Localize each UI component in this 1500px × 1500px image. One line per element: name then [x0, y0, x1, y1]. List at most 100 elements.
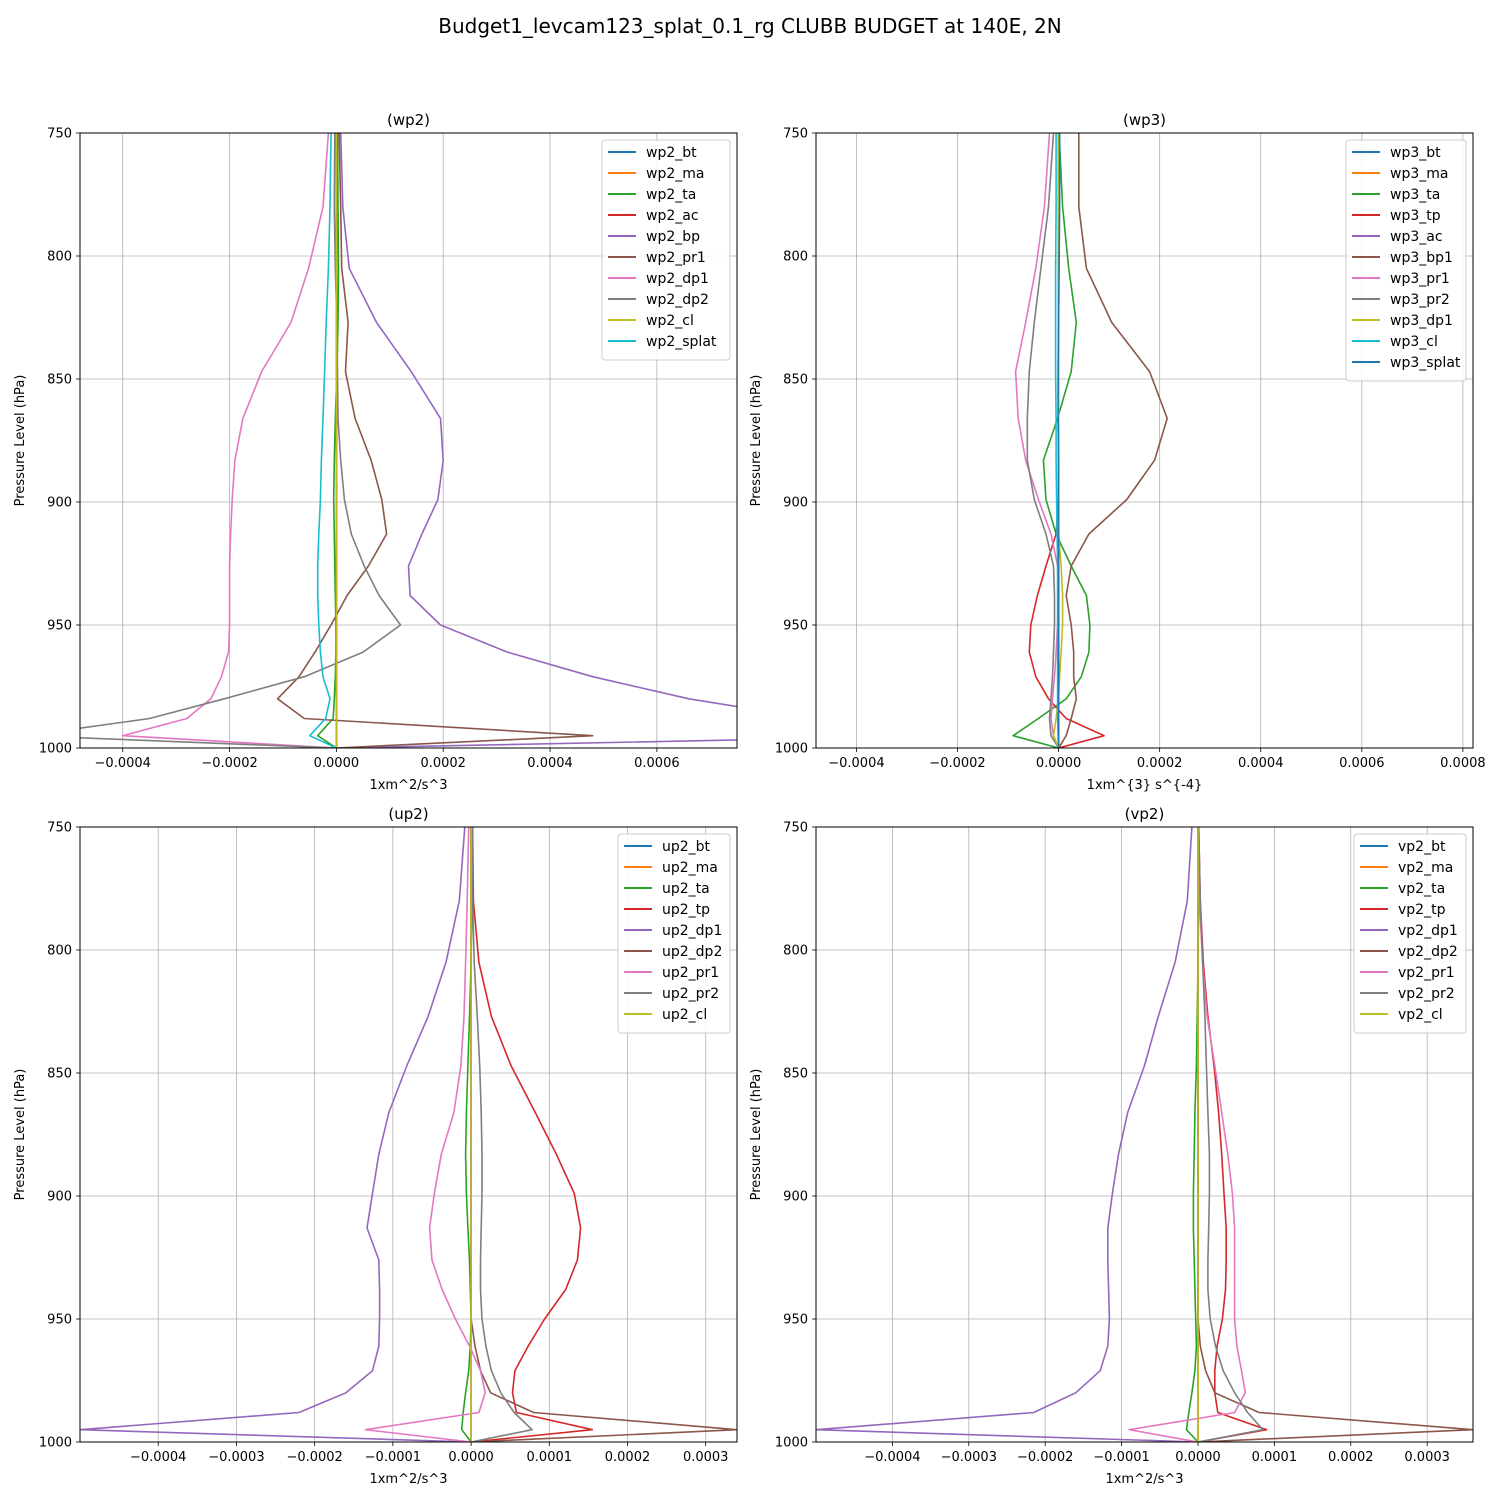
legend-entry: vp2_tp — [1398, 902, 1446, 918]
axes-frame — [815, 826, 1474, 1443]
y-tick-label: 900 — [783, 1190, 808, 1205]
y-tick-label: 750 — [47, 127, 72, 142]
legend-entry: wp3_cl — [1390, 334, 1438, 350]
legend-entry: wp3_pr1 — [1390, 271, 1450, 287]
legend-frame — [617, 833, 731, 1034]
legend-entry: vp2_dp1 — [1398, 923, 1458, 939]
y-tick-label: 900 — [47, 496, 72, 511]
x-tick-label: −0.0002 — [201, 756, 257, 771]
x-tick-label: 0.0002 — [1328, 1450, 1374, 1465]
legend-entry: wp3_bt — [1390, 145, 1441, 161]
y-tick-label: 850 — [47, 1067, 72, 1082]
legend-entry: wp2_pr1 — [646, 250, 706, 266]
legend-entry: wp3_ma — [1390, 166, 1448, 182]
series-line-vp2_pr2 — [1197, 827, 1264, 1442]
legend-entry: wp2_ac — [646, 208, 699, 224]
y-tick-label: 950 — [783, 619, 808, 634]
x-tick-label: 0.0008 — [1440, 756, 1486, 771]
subplot-wp3: −0.0004 −0.0002 0.0000 0.0002 0.0004 0.0006 0.… — [749, 111, 1486, 793]
subplot-wp2: −0.0004 −0.0002 0.0000 0.0002 0.0004 0.0006 75… — [13, 111, 738, 793]
y-tick-label: 800 — [47, 944, 72, 959]
x-tick-label: −0.0003 — [941, 1450, 997, 1465]
series-line-wp3_pr1 — [1014, 133, 1060, 748]
legend-entry: wp3_bp1 — [1390, 250, 1453, 266]
legend-entry: vp2_cl — [1398, 1007, 1443, 1023]
legend-entry: wp3_dp1 — [1390, 313, 1453, 329]
y-tick-label: 750 — [47, 821, 72, 836]
y-tick-label: 750 — [783, 127, 808, 142]
legend-entry: up2_ta — [662, 881, 710, 897]
series-line-up2_pr1 — [364, 827, 487, 1442]
legend-entry: wp2_ma — [646, 166, 704, 182]
x-tick-label: 0.0004 — [527, 756, 573, 771]
x-tick-label: −0.0001 — [1093, 1450, 1149, 1465]
subplot-title: (wp3) — [1123, 111, 1166, 129]
y-tick-label: 1000 — [775, 742, 808, 757]
series-line-up2_pr2 — [470, 827, 533, 1442]
series-line-wp3_ta — [1012, 133, 1091, 748]
axes-frame — [79, 826, 738, 1443]
series-group — [80, 133, 737, 748]
y-axis-label: Pressure Level (hPa) — [749, 1069, 764, 1201]
y-tick-label: 950 — [783, 1313, 808, 1328]
series-group — [1012, 133, 1168, 748]
legend-entry: up2_pr2 — [662, 986, 719, 1002]
x-axis-label: 1xm^{3} s^{-4} — [1087, 778, 1203, 793]
x-tick-label: 0.0001 — [1252, 1450, 1298, 1465]
x-tick-label: 0.0006 — [634, 756, 680, 771]
x-tick-label: 0.0006 — [1339, 756, 1385, 771]
y-tick-label: 1000 — [39, 1436, 72, 1451]
y-tick-label: 850 — [783, 373, 808, 388]
legend-entry: up2_bt — [662, 839, 711, 855]
series-line-up2_tp — [471, 827, 594, 1442]
legend-entry: wp2_cl — [646, 313, 694, 329]
x-tick-label: −0.0002 — [286, 1450, 342, 1465]
x-tick-label: −0.0004 — [130, 1450, 186, 1465]
x-tick-label: −0.0004 — [828, 756, 884, 771]
y-tick-label: 950 — [47, 619, 72, 634]
legend-entry: up2_dp2 — [662, 944, 722, 960]
legend-entry: wp2_bp — [646, 229, 700, 245]
legend-frame — [1353, 833, 1467, 1034]
legend-entry: vp2_pr2 — [1398, 986, 1455, 1002]
legend-entry: up2_tp — [662, 902, 710, 918]
y-tick-label: 850 — [47, 373, 72, 388]
x-tick-label: 0.0000 — [1175, 1450, 1221, 1465]
subplot-title: (vp2) — [1125, 805, 1165, 823]
series-line-wp3_cl — [1054, 133, 1060, 748]
x-tick-label: 0.0003 — [1404, 1450, 1450, 1465]
x-tick-label: 0.0003 — [683, 1450, 729, 1465]
legend-entry: vp2_pr1 — [1398, 965, 1455, 981]
legend-entry: wp3_ac — [1390, 229, 1443, 245]
series-line-vp2_pr1 — [1128, 827, 1247, 1442]
x-axis-label: 1xm^2/s^3 — [369, 1472, 447, 1487]
series-line-up2_dp1 — [80, 827, 472, 1442]
y-tick-label: 1000 — [39, 742, 72, 757]
series-line-up2_ta — [460, 827, 473, 1442]
y-tick-label: 750 — [783, 821, 808, 836]
y-tick-label: 950 — [47, 1313, 72, 1328]
series-line-wp2_pr1 — [276, 133, 594, 748]
x-tick-label: 0.0000 — [1036, 756, 1082, 771]
y-tick-label: 800 — [47, 250, 72, 265]
subplot-title: (wp2) — [387, 111, 430, 129]
series-group — [80, 827, 737, 1442]
x-tick-label: 0.0004 — [1238, 756, 1284, 771]
axes-frame — [79, 132, 738, 749]
legend-entry: up2_dp1 — [662, 923, 722, 939]
series-group — [816, 827, 1473, 1442]
legend-entry: up2_cl — [662, 1007, 707, 1023]
legend-entry: wp2_ta — [646, 187, 696, 203]
legend-entry: wp3_pr2 — [1390, 292, 1450, 308]
y-tick-label: 900 — [47, 1190, 72, 1205]
y-tick-label: 900 — [783, 496, 808, 511]
series-line-wp2_ta — [316, 133, 340, 748]
series-line-wp2_bp — [336, 133, 737, 748]
series-line-wp3_bp1 — [1057, 133, 1168, 748]
x-tick-label: −0.0002 — [929, 756, 985, 771]
subplot-vp2: −0.0004 −0.0003 −0.0002 −0.0001 0.0000 0.0001… — [749, 805, 1474, 1487]
legend-entry: wp2_dp2 — [646, 292, 709, 308]
legend-entry: up2_ma — [662, 860, 718, 876]
legend: up2_bt up2_ma up2_ta up2_tp up2_dp1 up2_dp2up… — [617, 833, 731, 1034]
